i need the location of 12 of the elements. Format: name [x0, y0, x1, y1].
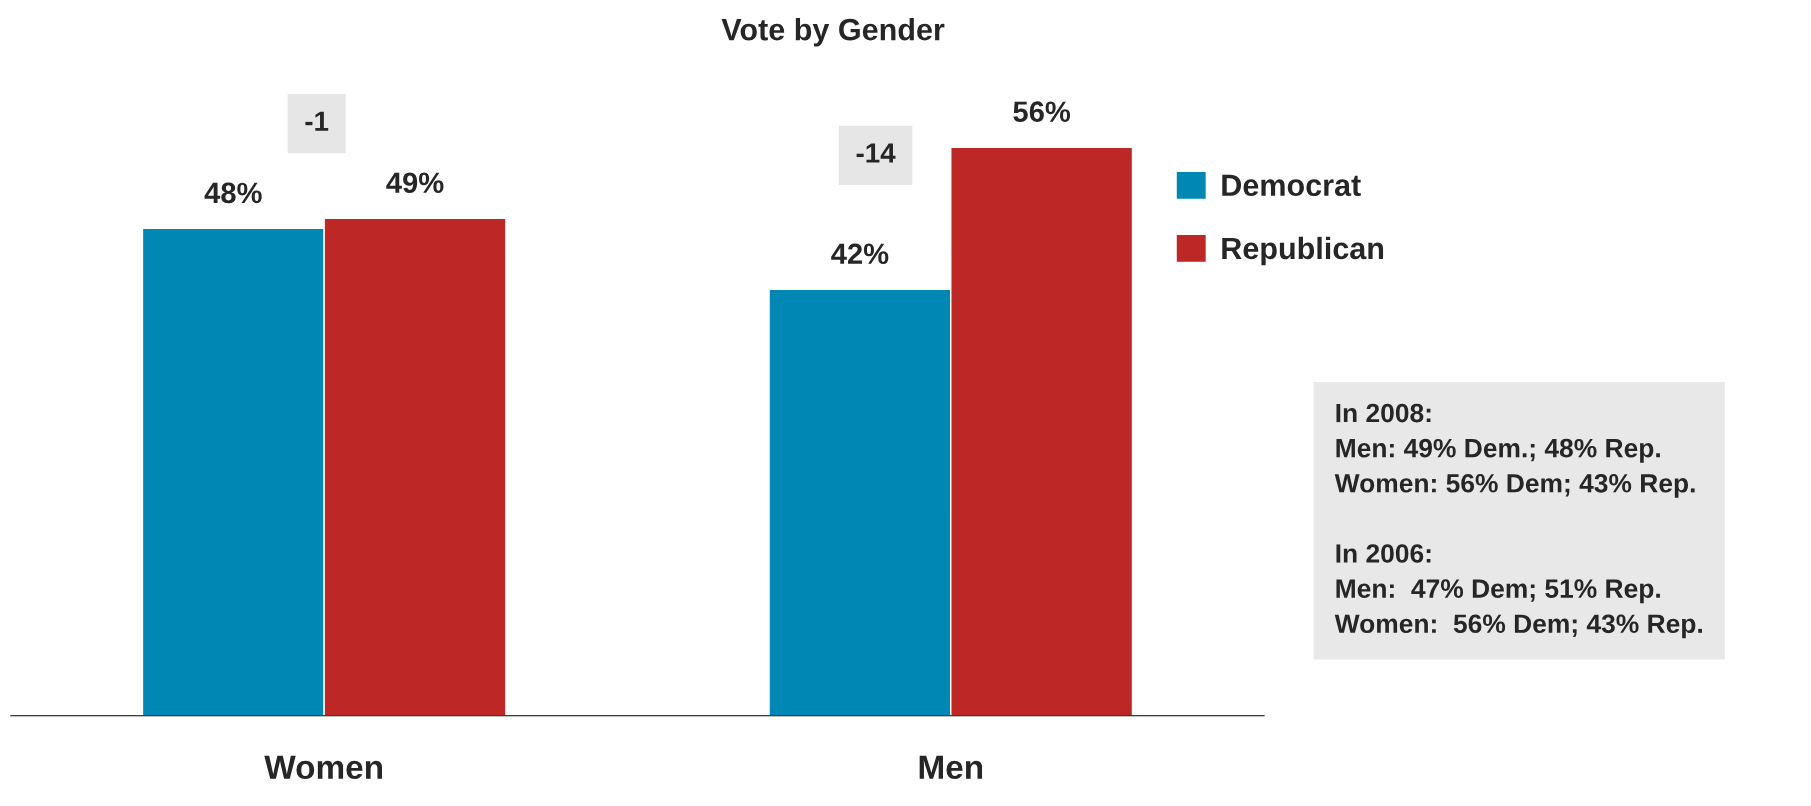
x-tick-label: Men — [919, 755, 983, 780]
x-tick-label: Women — [264, 755, 382, 780]
text: -1 — [305, 111, 329, 131]
annotation: -14 — [856, 143, 896, 163]
text: In 2008: Men: 49% Dem.; 48% Rep. Women: 56% Dem; 43% Rep. In 2006: Men: 47% Dem; 51% Rep. Women: 56% Dem; 43% Rep. — [1334, 403, 1702, 639]
legend-label: Republican — [1222, 236, 1384, 266]
legend-label: Democrat — [1222, 174, 1361, 197]
data-label: 49% — [386, 172, 444, 194]
data-label: 56% — [1013, 101, 1071, 122]
data-label: 48% — [204, 182, 262, 204]
chart-title: Vote by Gender — [721, 18, 945, 47]
data-label: 42% — [831, 243, 889, 265]
